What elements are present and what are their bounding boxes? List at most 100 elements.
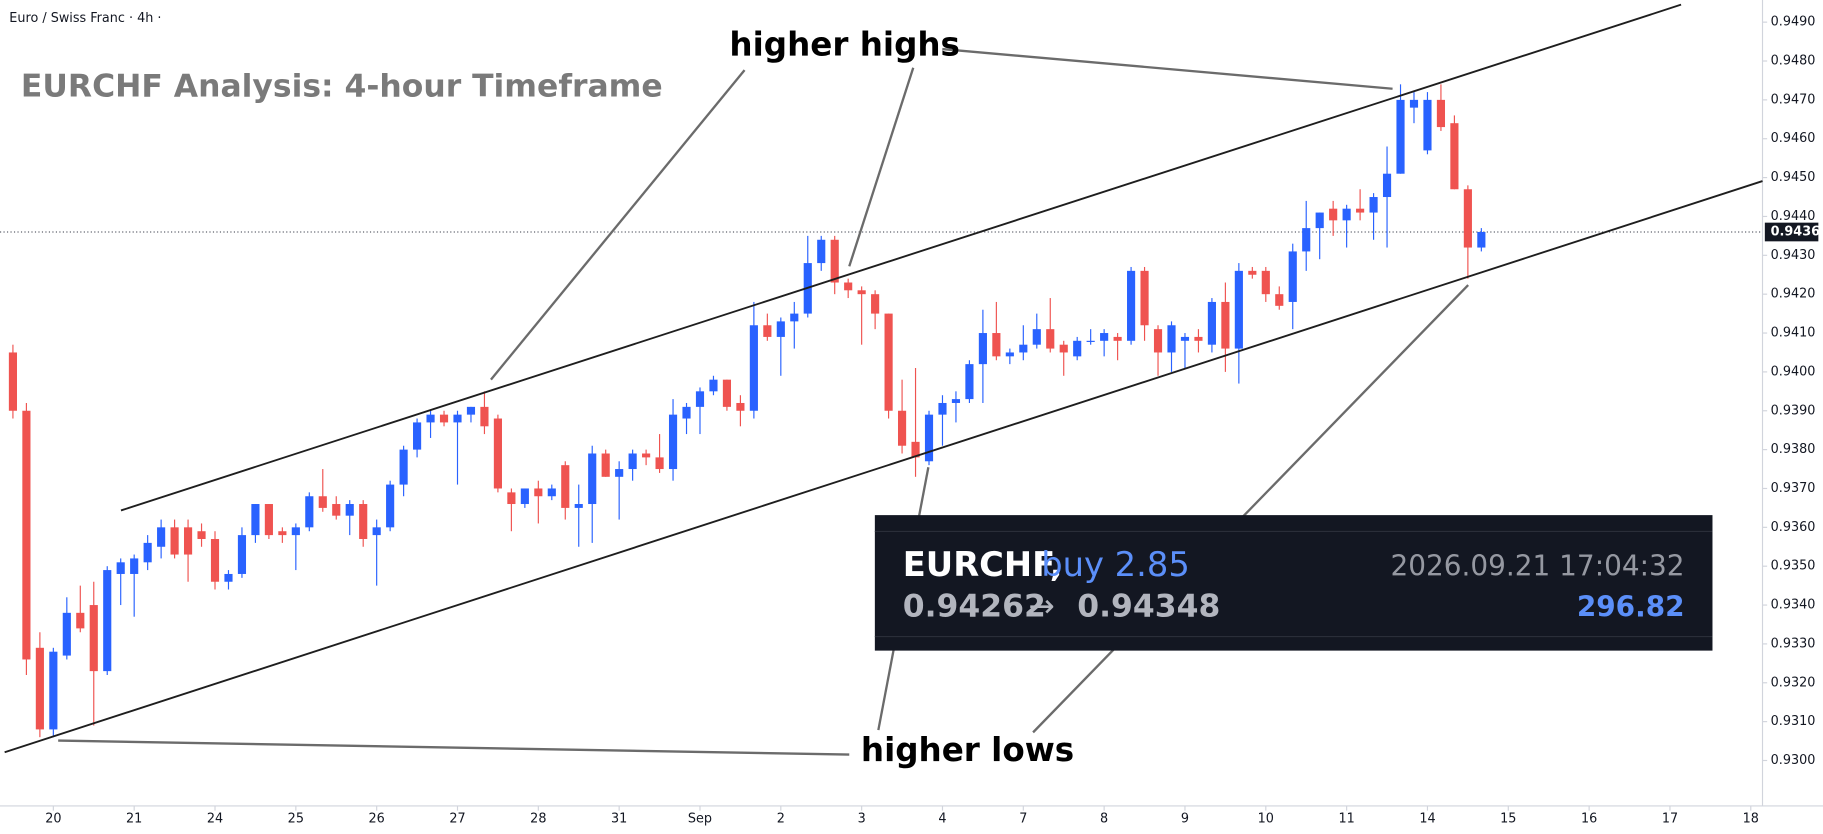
candle-body — [439, 414, 449, 423]
candle-body — [332, 504, 341, 516]
candle-body — [8, 352, 18, 411]
last-price-tag — [1764, 222, 1819, 242]
candle-body — [372, 527, 381, 536]
candle-body — [844, 282, 853, 291]
candle-body — [534, 488, 543, 497]
y-tick-label: 0.9440 — [1771, 209, 1816, 224]
arrow: → — [1028, 588, 1054, 624]
candle-body — [655, 457, 664, 470]
candle-body — [49, 651, 58, 730]
x-tick-label: 16 — [1581, 811, 1597, 826]
candle-body — [291, 527, 300, 536]
candle-body — [1073, 340, 1082, 357]
candle-body — [1477, 231, 1486, 248]
y-tick-label: 0.9330 — [1771, 636, 1816, 651]
candle-body — [1086, 340, 1095, 342]
x-tick-label: 18 — [1743, 811, 1759, 826]
candle-body — [709, 379, 718, 392]
x-tick-label: 26 — [369, 811, 385, 826]
candle-body — [1194, 336, 1203, 341]
candle-body — [399, 449, 408, 485]
x-tick-label: 15 — [1500, 811, 1516, 826]
candle-body — [210, 538, 220, 582]
candle-body — [924, 414, 934, 462]
x-tick-label: 8 — [1100, 811, 1108, 826]
trade-exit: 0.94348 — [1077, 588, 1220, 624]
candle-body — [170, 527, 179, 555]
y-tick-label: 0.9380 — [1771, 442, 1816, 457]
candle-body — [1221, 301, 1230, 349]
candle-body — [736, 402, 745, 411]
candle-body — [1450, 123, 1459, 190]
y-tick-label: 0.9430 — [1771, 248, 1816, 263]
candle-body — [386, 484, 395, 528]
candle-body — [413, 422, 422, 450]
y-tick-label: 0.9320 — [1771, 675, 1816, 690]
candle-body — [1382, 173, 1392, 198]
candle-body — [817, 239, 826, 264]
y-tick-label: 0.9370 — [1771, 481, 1816, 496]
candle-body — [1234, 270, 1243, 349]
pointer-line — [490, 69, 746, 381]
y-tick-label: 0.9450 — [1771, 170, 1816, 185]
candle-body — [1153, 329, 1163, 353]
y-tick-label: 0.9390 — [1771, 403, 1816, 418]
pointer-line — [848, 67, 915, 267]
candle-body — [1059, 344, 1068, 353]
x-tick-label: 31 — [611, 811, 627, 826]
trade-side: buy 2.85 — [1041, 545, 1190, 584]
pointer-line — [942, 47, 1393, 90]
x-tick-label: 3 — [858, 811, 866, 826]
candles — [8, 84, 1486, 738]
y-tick-label: 0.9350 — [1771, 559, 1816, 574]
candle-body — [264, 504, 273, 536]
lower-channel-line — [4, 180, 1763, 754]
candle-body — [453, 414, 462, 423]
x-tick-label: 20 — [45, 811, 61, 826]
candle-body — [345, 504, 354, 516]
candle-body — [143, 542, 152, 563]
candle-body — [1302, 228, 1311, 252]
candle-body — [197, 531, 206, 539]
candle-body — [1463, 189, 1472, 248]
y-tick-label: 0.9310 — [1771, 714, 1816, 729]
x-tick-label: 10 — [1258, 811, 1274, 826]
candle-body — [493, 418, 502, 489]
x-tick-label: Sep — [688, 811, 712, 826]
candle-body — [682, 406, 691, 419]
y-tick-label: 0.9340 — [1771, 598, 1816, 613]
candle-body — [642, 453, 651, 458]
candle-body — [35, 647, 44, 730]
candle-body — [1248, 270, 1257, 275]
annotation: higher lows — [861, 731, 1074, 769]
candle-body — [359, 504, 368, 539]
x-tick-label: 11 — [1338, 811, 1354, 826]
candle-body — [318, 496, 327, 508]
candle-body — [157, 527, 166, 547]
trade-box-bg — [874, 515, 1713, 651]
trade-symbol: EURCHF, — [903, 545, 1063, 584]
candle-body — [1288, 251, 1297, 302]
candle-body — [1207, 301, 1216, 345]
candle-body — [1180, 336, 1190, 341]
candle-body — [668, 414, 678, 470]
candle-body — [426, 414, 435, 423]
candle-body — [1127, 270, 1136, 341]
candle-body — [1342, 208, 1351, 221]
candle-body — [884, 313, 893, 411]
candle-body — [1356, 208, 1365, 213]
candle-body — [547, 488, 556, 497]
y-tick-label: 0.9300 — [1771, 753, 1816, 768]
candle-body — [1275, 294, 1284, 306]
candle-body — [951, 399, 961, 403]
candle-body — [561, 465, 570, 508]
candle-body — [776, 321, 785, 337]
annotation: higher highs — [729, 26, 960, 64]
candle-body — [978, 333, 987, 365]
candle-body — [871, 294, 880, 314]
candle-body — [251, 504, 260, 536]
candle-body — [103, 570, 112, 672]
candle-body — [830, 239, 839, 283]
